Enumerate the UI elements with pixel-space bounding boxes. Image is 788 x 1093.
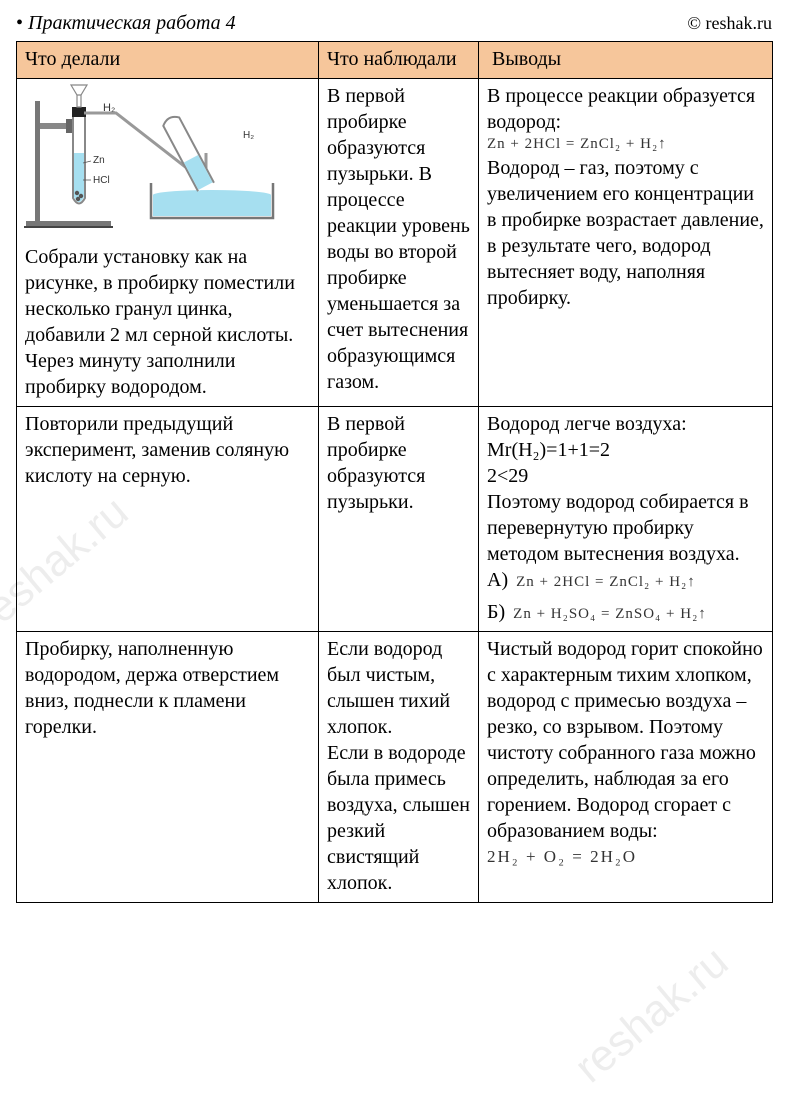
col-header-observed: Что наблюдали [319,42,479,79]
cell-did-3: Пробирку, наполненную водородом, держа о… [17,632,319,903]
col-header-conclusion: Выводы [479,42,773,79]
label-zn: Zn [93,155,105,166]
cell-conclusion-2: Водород легче воздуха: Mr(H₂)=1+1=2 2<29… [479,407,773,632]
apparatus-diagram: H₂ Zn HCl H₂ [21,83,301,233]
formula-b-label: Б) [487,601,505,623]
cell-conclusion-3: Чистый водород горит спокойно с характер… [479,632,773,903]
formula-a-row: А) Zn + 2HCl = ZnCl₂ + H₂↑ [487,567,764,593]
conclusion-intro-1: В процессе реакции образуется водород: [487,83,764,135]
formula-1: Zn + 2HCl = ZnCl₂ + H₂↑ [487,135,764,155]
watermark: reshak.ru [565,937,738,1093]
did-text-1: Собрали установку как на рисунке, в проб… [25,244,310,400]
label-h2-top: H₂ [103,102,115,114]
label-h2-tube: H₂ [243,130,254,141]
experiment-table: Что делали Что наблюдали Выводы [16,41,773,903]
title-text: Практическая работа 4 [28,12,236,34]
table-row: Повторили предыдущий эксперимент, замени… [17,407,773,632]
formula-b-row: Б) Zn + H₂SO₄ = ZnSO₄ + H₂↑ [487,599,764,625]
cell-observed-2: В первой пробирке образуются пузырьки. [319,407,479,632]
cell-observed-3: Если водород был чистым, слышен тихий хл… [319,632,479,903]
copyright: © reshak.ru [687,13,772,34]
conclusion-text-3: Чистый водород горит спокойно с характер… [487,636,764,844]
page-title: • Практическая работа 4 [16,12,236,35]
formula-3: 2H₂ + O₂ = 2H₂O [487,846,764,868]
table-row: H₂ Zn HCl H₂ Собрали установку как на ри… [17,79,773,407]
cell-did-1: H₂ Zn HCl H₂ Собрали установку как на ри… [17,79,319,407]
col-header-did: Что делали [17,42,319,79]
conclusion-lines-2: Водород легче воздуха: Mr(H₂)=1+1=2 2<29… [487,411,764,567]
cell-did-2: Повторили предыдущий эксперимент, замени… [17,407,319,632]
cell-observed-1: В первой пробирке образуются пузырьки. В… [319,79,479,407]
conclusion-rest-1: Водород – газ, поэтому с увеличением его… [487,155,764,311]
label-hcl: HCl [93,175,110,186]
table-row: Пробирку, наполненную водородом, держа о… [17,632,773,903]
formula-a: Zn + 2HCl = ZnCl₂ + H₂↑ [516,574,696,590]
cell-conclusion-1: В процессе реакции образуется водород: Z… [479,79,773,407]
formula-b: Zn + H₂SO₄ = ZnSO₄ + H₂↑ [513,606,707,622]
formula-a-label: А) [487,569,508,591]
